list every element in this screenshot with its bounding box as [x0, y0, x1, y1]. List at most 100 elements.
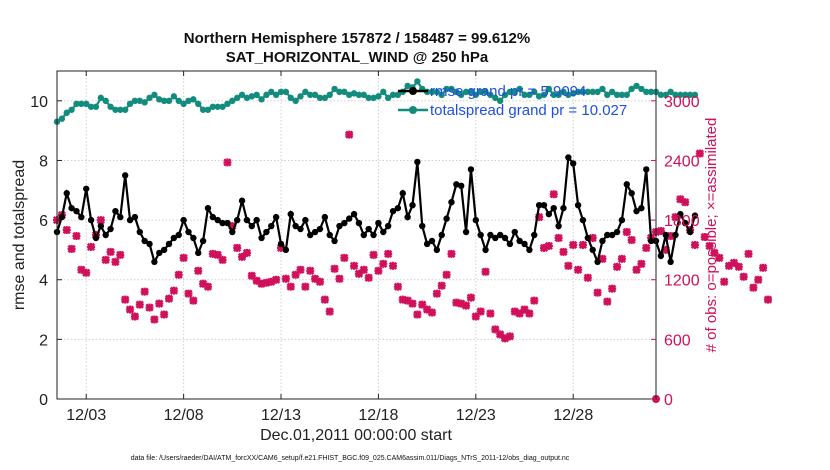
totalspread-point: [540, 91, 548, 99]
rmse-point: [253, 216, 260, 224]
totalspread-point: [233, 94, 241, 102]
rmse-point: [68, 204, 75, 212]
x-ticks: 12/03 12/08 12/13 12/18 12/23 12/28: [66, 71, 593, 424]
totalspread-point: [112, 106, 119, 113]
rmse-point: [672, 231, 679, 239]
totalspread-point: [672, 91, 679, 99]
legend-spread-marker: [409, 106, 417, 114]
totalspread-point: [238, 91, 246, 99]
rmse-point: [238, 197, 246, 204]
rmse-point: [594, 258, 601, 266]
totalspread-point: [477, 88, 484, 96]
rmse-point: [156, 249, 163, 257]
obs-point: [695, 149, 704, 158]
totalspread-point: [599, 85, 606, 93]
obs-point: [569, 240, 578, 250]
obs-point: [325, 307, 334, 316]
totalspread-point: [97, 94, 105, 102]
totalspread-point: [219, 103, 226, 110]
totalspread-point: [394, 91, 402, 99]
rmse-point: [117, 213, 124, 221]
rmse-point: [628, 190, 635, 197]
rmse-point: [604, 231, 611, 239]
totalspread-point: [78, 100, 85, 108]
totalspread-point: [365, 94, 372, 102]
obs-point: [530, 296, 539, 305]
rmse-point: [263, 228, 270, 236]
totalspread-point: [443, 85, 450, 93]
obs-point: [671, 212, 680, 222]
obs-point: [461, 301, 471, 310]
y-right-tick-label: 2400: [664, 153, 700, 170]
totalspread-point: [657, 91, 665, 99]
rmse-point: [453, 181, 460, 188]
rmse-point: [229, 228, 236, 236]
obs-point: [700, 232, 709, 242]
legend: rmse grand pr = 5.9094 totalspread grand…: [398, 83, 627, 119]
rmse-point: [160, 246, 168, 254]
totalspread-point: [121, 106, 129, 113]
obs-point: [330, 264, 339, 273]
rmse-point: [268, 222, 275, 230]
obs-point: [272, 275, 281, 284]
rmse-point: [380, 228, 387, 236]
obs-point: [525, 309, 534, 318]
obs-point: [754, 275, 763, 284]
obs-point: [242, 248, 252, 258]
obs-point: [759, 263, 768, 272]
rmse-point: [180, 216, 187, 224]
x-tick-label: 12/18: [358, 407, 398, 424]
totalspread-point: [360, 91, 368, 99]
footer-datafile: data file: /Users/raeder/DAI/ATM_forcXX/…: [131, 455, 570, 462]
plot-area: [57, 71, 656, 399]
obs-point: [335, 274, 344, 283]
obs-point: [715, 253, 724, 262]
y-left-tick-label: 10: [30, 94, 48, 111]
totalspread-point: [545, 85, 553, 93]
totalspread-point: [326, 91, 333, 99]
rmse-point: [389, 207, 397, 215]
obs-point: [622, 227, 631, 237]
totalspread-point: [526, 91, 533, 99]
rmse-point: [190, 234, 197, 242]
rmse-point: [292, 222, 299, 230]
rmse-point: [341, 219, 348, 227]
rmse-point: [419, 222, 426, 230]
rmse-point: [599, 237, 606, 245]
rmse-point: [458, 182, 465, 189]
rmse-point: [633, 207, 640, 215]
rmse-point: [345, 215, 353, 222]
totalspread-point: [414, 78, 421, 85]
totalspread-point: [92, 103, 100, 110]
totalspread-point: [350, 90, 358, 97]
totalspread-point: [307, 91, 314, 99]
totalspread-point: [375, 93, 382, 100]
obs-point: [281, 274, 291, 283]
obs-point: [466, 293, 476, 302]
rmse-point: [394, 204, 402, 212]
y-right-tick-label: 1200: [664, 273, 700, 290]
totalspread-point: [560, 88, 567, 96]
obs-point: [427, 308, 437, 317]
obs-point: [116, 250, 125, 259]
rmse-point: [311, 228, 319, 236]
obs-point: [578, 240, 588, 250]
totalspread-point: [691, 91, 699, 99]
rmse-point: [272, 213, 280, 221]
totalspread-point: [131, 97, 139, 105]
y-left-tick-label: 6: [39, 213, 48, 230]
totalspread-point: [87, 103, 95, 110]
obs-point: [101, 255, 110, 264]
obs-point: [656, 226, 665, 236]
totalspread-point: [287, 94, 294, 102]
totalspread-point: [126, 100, 134, 108]
totalspread-point: [146, 94, 153, 102]
obs-point: [169, 286, 178, 295]
totalspread-point: [482, 88, 489, 96]
totalspread-point: [467, 88, 475, 96]
totalspread-point: [243, 94, 251, 102]
rmse-point: [243, 216, 251, 224]
totalspread-point: [263, 91, 270, 99]
obs-point: [744, 249, 753, 259]
